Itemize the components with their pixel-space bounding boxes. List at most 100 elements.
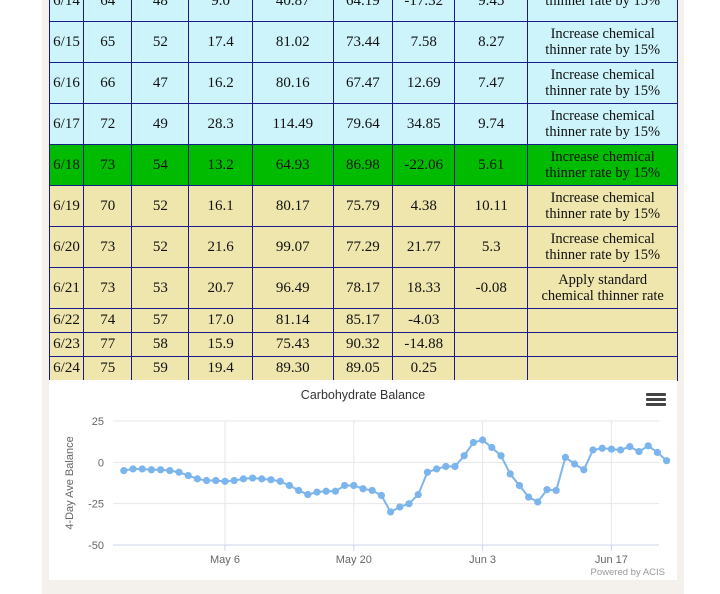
cell-c7: 9.74: [454, 103, 529, 145]
table-row: 6/15 65 52 17.4 81.02 73.44 7.58 8.27 Increase c…: [48, 21, 678, 63]
table-row: 6/21 73 53 20.7 96.49 78.17 18.33 -0.08 Apply st…: [48, 267, 678, 309]
cell-c4: 81.02: [252, 21, 334, 63]
cell-c5: 64.19: [332, 0, 394, 22]
cell-c4: 114.49: [252, 103, 334, 145]
data-point: [607, 445, 616, 453]
cell-date: 6/14: [48, 0, 85, 22]
data-point: [552, 486, 560, 495]
data-point: [267, 476, 275, 484]
cell-c1: 64: [83, 0, 133, 22]
data-point: [120, 467, 128, 475]
chart-menu-button[interactable]: [646, 391, 666, 411]
cell-c1: 73: [83, 144, 133, 186]
data-point: [580, 466, 588, 474]
table-row: 6/17 72 49 28.3 114.49 79.64 34.85 9.74 Increase…: [48, 103, 678, 145]
cell-c6: -17.32: [392, 0, 456, 22]
cell-c1: 66: [83, 62, 133, 104]
recommendation-line: Increase chemical: [550, 67, 655, 83]
chart-svg: 25 0 -25 -50 May 6 May 20 Jun 3 Jun 17 Carbohydr…: [64, 388, 671, 578]
data-point: [635, 447, 643, 456]
data-point: [166, 467, 174, 475]
data-point: [212, 476, 220, 485]
data-point: [617, 446, 625, 454]
cell-c6: 12.69: [392, 62, 456, 104]
recommendation-line: Increase chemical: [550, 26, 655, 42]
cell-c7: 9.45: [454, 0, 529, 22]
cell-c6: -4.03: [392, 308, 456, 333]
cell-date: 6/21: [48, 267, 85, 309]
cell-c6: -22.06: [392, 144, 456, 186]
cell-c7: 5.61: [454, 144, 529, 186]
cell-c4: 40.87: [252, 0, 334, 22]
cell-date: 6/18: [48, 144, 85, 186]
cell-c5: 79.64: [332, 103, 394, 145]
recommendation-line: thinner rate by 15%: [545, 83, 661, 99]
recommendation-line: thinner rate by 15%: [545, 42, 661, 58]
credit-text: Powered by ACIS: [591, 567, 665, 578]
recommendation-cell: Increase chemical thinner rate by 15%: [527, 226, 678, 268]
data-point: [368, 486, 376, 495]
cell-c6: -14.88: [392, 332, 456, 357]
data-point: [451, 462, 459, 471]
cell-c1: 74: [83, 308, 133, 333]
y-axis-title: 4-Day Ave Balance: [64, 436, 76, 529]
data-point: [405, 500, 413, 508]
y-tick-label: -25: [88, 499, 104, 511]
recommendation-cell: [527, 332, 678, 357]
recommendation-line: Increase chemical: [550, 231, 655, 247]
y-tick-label: 0: [98, 457, 104, 469]
y-tick-label: -50: [88, 540, 104, 552]
cell-c5: 85.17: [332, 308, 394, 333]
cell-c5: 90.32: [332, 332, 394, 357]
table-row: 6/16 66 47 16.2 80.16 67.47 12.69 7.47 Increase …: [48, 62, 678, 104]
cell-c3: 20.7: [188, 267, 254, 309]
cell-c3: 28.3: [188, 103, 254, 145]
data-point: [488, 443, 496, 452]
series-line: [123, 438, 668, 514]
data-point: [653, 448, 662, 457]
data-point: [598, 444, 606, 452]
data-point: [322, 487, 330, 495]
recommendation-line: Increase chemical: [550, 190, 655, 206]
cell-c3: 13.2: [188, 144, 254, 186]
data-point: [203, 476, 211, 485]
cell-c7: [454, 308, 529, 333]
recommendation-line: Apply standard: [558, 272, 648, 288]
cell-c3: 19.4: [188, 356, 254, 381]
recommendation-line: Increase chemical: [550, 149, 655, 165]
recommendation-cell: [527, 308, 678, 333]
cell-date: 6/15: [48, 21, 85, 63]
data-point: [230, 476, 238, 485]
x-tick-label: Jun 3: [469, 554, 496, 566]
recommendation-cell: [527, 356, 678, 381]
cell-c3: 21.6: [188, 226, 254, 268]
cell-c5: 78.17: [332, 267, 394, 309]
data-point: [157, 466, 165, 474]
cell-date: 6/22: [48, 308, 85, 333]
data-point: [258, 475, 266, 483]
data-point: [497, 452, 505, 460]
data-point: [387, 508, 395, 516]
recommendation-line: thinner rate by 15%: [545, 165, 661, 181]
cell-c4: 64.93: [252, 144, 334, 186]
cell-c6: 34.85: [392, 103, 456, 145]
cell-c7: -0.08: [454, 267, 529, 309]
table-row: 6/22 74 57 17.0 81.14 85.17 -4.03: [48, 308, 678, 333]
table-row: 6/14 64 48 9.0 40.87 64.19 -17.32 9.45 thinner r…: [48, 0, 678, 22]
recommendation-cell: thinner rate by 15%: [527, 0, 678, 22]
forecast-table: 6/14 64 48 9.0 40.87 64.19 -17.32 9.45 thinner r…: [48, 0, 678, 381]
y-tick-label: 25: [92, 416, 104, 428]
data-point: [377, 491, 385, 499]
cell-date: 6/20: [48, 226, 85, 268]
table-row: 6/20 73 52 21.6 99.07 77.29 21.77 5.3 Increase c…: [48, 226, 678, 268]
data-point: [414, 490, 422, 499]
data-point: [589, 446, 597, 454]
data-point: [571, 460, 579, 468]
x-tick-label: May 20: [336, 554, 372, 566]
cell-date: 6/19: [48, 185, 85, 227]
data-point: [663, 457, 671, 465]
cell-c3: 15.9: [188, 332, 254, 357]
cell-c5: 73.44: [332, 21, 394, 63]
cell-c3: 17.0: [188, 308, 254, 333]
cell-c4: 99.07: [252, 226, 334, 268]
